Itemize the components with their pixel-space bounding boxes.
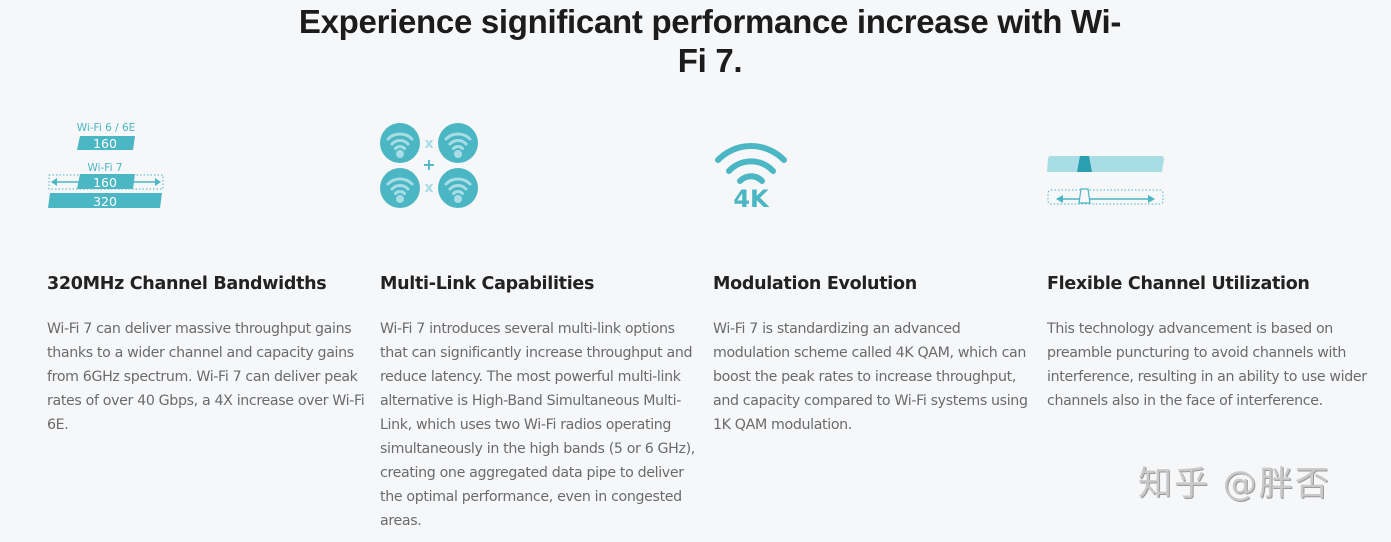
svg-text:Wi-Fi 6 / 6E: Wi-Fi 6 / 6E xyxy=(77,122,136,134)
svg-text:4K: 4K xyxy=(733,185,770,212)
page-title-line-1: Experience significant performance incre… xyxy=(298,3,1122,40)
svg-text:+: + xyxy=(422,155,435,174)
multi-link-icon: x + x xyxy=(378,121,480,210)
feature-heading: Multi-Link Capabilities xyxy=(380,274,595,294)
svg-text:320: 320 xyxy=(93,194,117,209)
feature-description: Wi-Fi 7 introduces several multi-link op… xyxy=(380,321,695,529)
svg-text:Wi-Fi 7: Wi-Fi 7 xyxy=(87,162,122,174)
page-title: Experience significant performance incre… xyxy=(270,2,1150,80)
feature-description: Wi-Fi 7 can deliver massive throughput g… xyxy=(47,321,365,433)
feature-heading: Flexible Channel Utilization xyxy=(1047,274,1310,294)
watermark: 知乎 @胖否 xyxy=(1138,464,1331,504)
feature-heading: 320MHz Channel Bandwidths xyxy=(47,274,327,294)
svg-text:160: 160 xyxy=(93,175,117,190)
svg-text:160: 160 xyxy=(93,136,117,151)
feature-description: This technology advancement is based on … xyxy=(1047,321,1367,409)
page-title-line-2: Fi 7. xyxy=(677,42,743,79)
svg-text:x: x xyxy=(424,136,433,152)
svg-text:x: x xyxy=(424,180,433,196)
feature-description: Wi-Fi 7 is standardizing an advanced mod… xyxy=(713,321,1028,433)
4k-qam-icon: 4K xyxy=(713,140,791,213)
preamble-puncturing-icon xyxy=(1047,154,1167,210)
feature-heading: Modulation Evolution xyxy=(713,274,917,294)
channel-bandwidth-icon: Wi-Fi 6 / 6E 160 Wi-Fi 7 160 320 xyxy=(47,118,167,210)
